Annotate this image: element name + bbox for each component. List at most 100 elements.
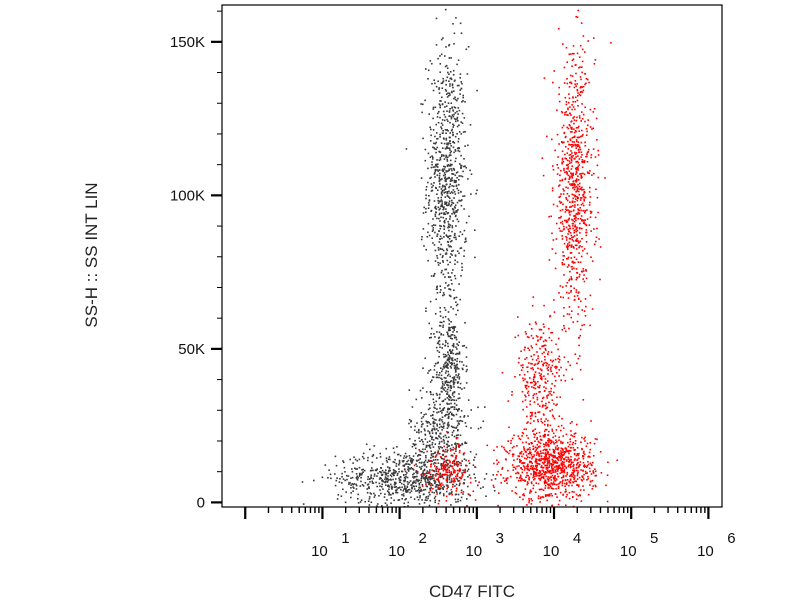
- data-point: [540, 477, 542, 480]
- data-point: [461, 199, 463, 201]
- data-point: [439, 238, 441, 240]
- data-point: [578, 209, 580, 212]
- data-point: [433, 79, 435, 81]
- data-point: [452, 380, 455, 382]
- data-point: [439, 63, 442, 65]
- data-point: [567, 257, 569, 260]
- data-point: [561, 464, 564, 466]
- data-point: [456, 125, 459, 128]
- data-point: [370, 501, 373, 504]
- data-point: [577, 165, 579, 168]
- data-point: [460, 175, 462, 177]
- data-point: [579, 227, 581, 229]
- data-point: [458, 420, 460, 422]
- data-point: [533, 364, 536, 366]
- data-point: [562, 466, 564, 468]
- data-point: [548, 401, 550, 404]
- data-point: [440, 485, 442, 488]
- data-point: [435, 436, 437, 439]
- data-point: [571, 141, 574, 143]
- data-point: [538, 453, 541, 455]
- data-point: [417, 455, 419, 457]
- data-point: [445, 180, 447, 183]
- data-point: [565, 433, 568, 436]
- data-point: [544, 348, 547, 350]
- data-point: [547, 478, 550, 481]
- data-point: [411, 486, 413, 488]
- data-point: [537, 362, 540, 364]
- data-point: [413, 481, 416, 484]
- data-point: [463, 344, 466, 347]
- data-point: [405, 463, 408, 465]
- data-point: [546, 395, 548, 397]
- data-point: [456, 410, 459, 412]
- data-point: [569, 440, 572, 443]
- data-point: [403, 480, 406, 483]
- data-point: [453, 426, 456, 429]
- data-point: [353, 456, 355, 458]
- data-point: [432, 89, 435, 92]
- data-point: [575, 139, 578, 141]
- data-point: [582, 457, 585, 460]
- data-point: [461, 388, 463, 390]
- data-point: [423, 245, 425, 247]
- data-point: [462, 453, 465, 456]
- data-point: [451, 208, 454, 210]
- data-point: [407, 483, 409, 485]
- data-point: [553, 403, 555, 405]
- data-point: [444, 196, 447, 198]
- data-point: [435, 489, 438, 491]
- data-point: [455, 437, 458, 440]
- data-point: [436, 159, 438, 161]
- data-point: [529, 492, 531, 494]
- data-point: [392, 469, 395, 471]
- data-point: [572, 187, 574, 189]
- data-point: [570, 168, 573, 170]
- data-point: [450, 367, 452, 369]
- data-point: [548, 336, 551, 339]
- data-point: [584, 83, 586, 86]
- data-point: [550, 441, 553, 444]
- data-point: [537, 386, 539, 388]
- data-point: [553, 450, 555, 453]
- data-point: [573, 235, 576, 237]
- data-point: [542, 467, 544, 469]
- data-point: [462, 469, 464, 472]
- data-point: [572, 144, 574, 146]
- data-point: [553, 452, 556, 454]
- data-point: [562, 203, 564, 205]
- data-point: [437, 462, 440, 464]
- data-point: [446, 96, 449, 98]
- data-point: [579, 355, 581, 357]
- data-point: [440, 463, 442, 465]
- data-point: [438, 446, 440, 448]
- data-point: [455, 477, 457, 480]
- data-point: [444, 147, 447, 150]
- data-point: [456, 201, 459, 204]
- data-point: [515, 486, 517, 489]
- data-point: [379, 485, 381, 487]
- data-point: [438, 351, 441, 353]
- data-point: [443, 212, 445, 214]
- data-point: [572, 465, 575, 467]
- data-point: [582, 133, 584, 136]
- data-point: [443, 225, 446, 228]
- data-point: [381, 473, 384, 476]
- data-point: [545, 449, 547, 452]
- data-point: [431, 429, 434, 432]
- data-point: [454, 98, 457, 101]
- data-point: [572, 481, 575, 484]
- data-point: [458, 469, 460, 472]
- data-point: [583, 464, 586, 466]
- data-point: [573, 184, 576, 187]
- y-tick-label: 50K: [178, 341, 205, 358]
- data-point: [537, 367, 539, 370]
- data-point: [420, 477, 423, 480]
- data-point: [444, 362, 446, 364]
- data-point: [463, 255, 465, 257]
- data-point: [512, 453, 515, 456]
- data-point: [443, 440, 445, 442]
- data-point: [447, 351, 449, 353]
- data-point: [583, 274, 585, 276]
- data-point: [461, 361, 463, 363]
